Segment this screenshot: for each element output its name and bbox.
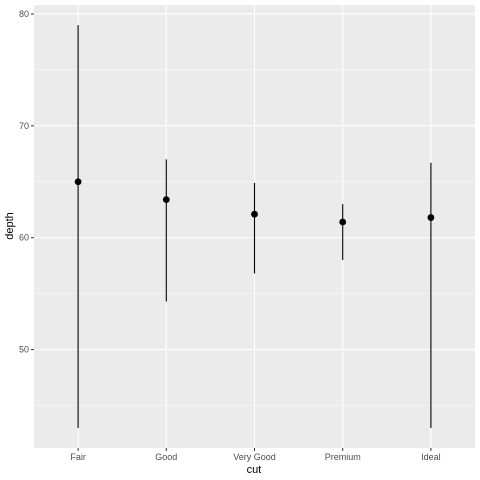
point-fair <box>74 178 82 186</box>
x-tick-label-fair: Fair <box>70 452 86 462</box>
y-tick-label-60: 60 <box>19 233 29 243</box>
y-axis-title: depth <box>4 212 16 240</box>
y-axis-ticks: 50 60 70 80 <box>19 9 34 355</box>
x-tick-label-ideal: Ideal <box>421 452 441 462</box>
x-axis-ticks: Fair Good Very Good Premium Ideal <box>70 448 441 462</box>
x-tick-label-premium: Premium <box>325 452 361 462</box>
points <box>74 178 435 226</box>
point-ideal <box>427 214 435 221</box>
x-tick-label-very-good: Very Good <box>233 452 276 462</box>
x-axis-title: cut <box>247 464 262 476</box>
ranges <box>77 25 432 428</box>
y-tick-label-50: 50 <box>19 345 29 355</box>
point-premium <box>339 218 347 226</box>
y-tick-label-70: 70 <box>19 121 29 131</box>
point-very-good <box>251 210 258 218</box>
x-tick-label-good: Good <box>155 452 177 462</box>
y-tick-label-80: 80 <box>19 9 29 19</box>
point-good <box>162 196 170 204</box>
